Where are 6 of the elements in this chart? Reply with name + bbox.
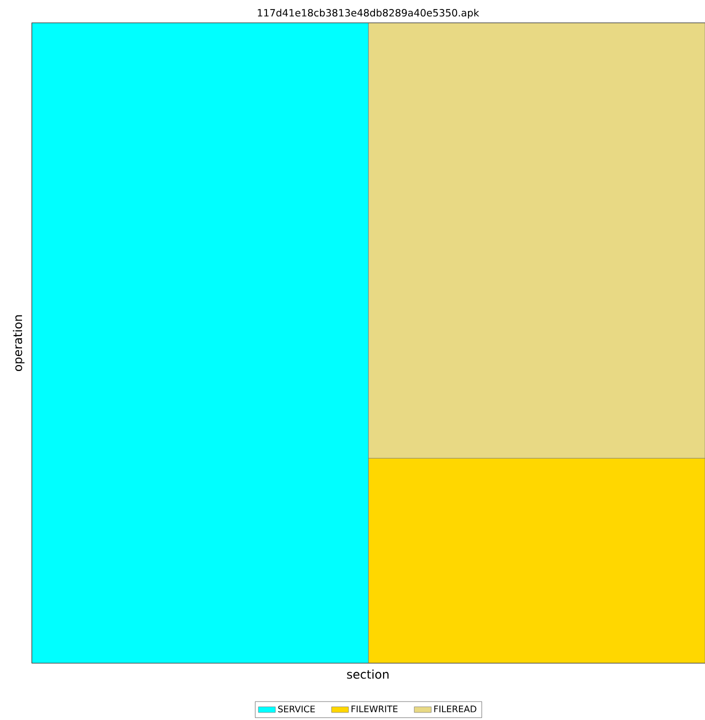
legend-label: FILEREAD [434,706,476,712]
legend-label: SERVICE [278,706,315,712]
y-axis-title: operation [12,315,24,372]
chart-title: 117d41e18cb3813e48db8289a40e5350.apk [258,8,479,18]
x-axis-title: section [346,670,388,679]
legend-label: FILEWRITE [351,706,398,712]
